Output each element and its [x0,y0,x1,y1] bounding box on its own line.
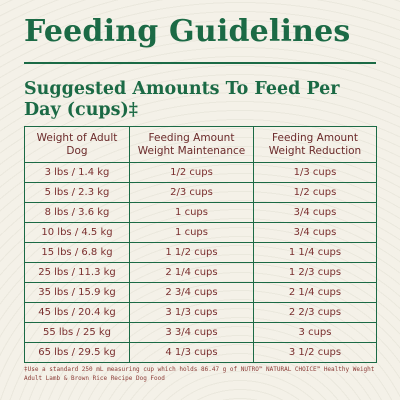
cell-weight: 45 lbs / 20.4 kg [24,302,130,323]
table-header-row: Weight of Adult Dog Feeding Amount Weigh… [24,126,377,163]
table-row: 15 lbs / 6.8 kg 1 1/2 cups 1 1/4 cups [24,242,377,263]
cell-maintenance: 1 1/2 cups [129,242,254,263]
cell-maintenance: 2 3/4 cups [129,282,254,303]
cell-weight: 65 lbs / 29.5 kg [24,342,130,363]
title-divider [24,62,376,64]
cell-maintenance: 3 3/4 cups [129,322,254,343]
cell-weight: 5 lbs / 2.3 kg [24,182,130,203]
cell-maintenance: 2 1/4 cups [129,262,254,283]
page-title: Feeding Guidelines [24,14,351,49]
cell-weight: 8 lbs / 3.6 kg [24,202,130,223]
table-row: 25 lbs / 11.3 kg 2 1/4 cups 1 2/3 cups [24,262,377,283]
cell-weight: 25 lbs / 11.3 kg [24,262,130,283]
cell-weight: 10 lbs / 4.5 kg [24,222,130,243]
cell-reduction: 1 1/4 cups [253,242,377,263]
cell-maintenance: 1 cups [129,202,254,223]
table-row: 5 lbs / 2.3 kg 2/3 cups 1/2 cups [24,182,377,203]
table-row: 55 lbs / 25 kg 3 3/4 cups 3 cups [24,322,377,343]
feeding-table: Weight of Adult Dog Feeding Amount Weigh… [24,126,377,363]
header-maintenance: Feeding Amount Weight Maintenance [129,126,254,163]
footnote: ‡Use a standard 250 mL measuring cup whi… [24,366,375,382]
cell-reduction: 3 cups [253,322,377,343]
table-row: 35 lbs / 15.9 kg 2 3/4 cups 2 1/4 cups [24,282,377,303]
header-weight: Weight of Adult Dog [24,126,130,163]
table-row: 45 lbs / 20.4 kg 3 1/3 cups 2 2/3 cups [24,302,377,323]
cell-reduction: 1/2 cups [253,182,377,203]
cell-maintenance: 1/2 cups [129,162,254,183]
cell-reduction: 3/4 cups [253,222,377,243]
table-row: 65 lbs / 29.5 kg 4 1/3 cups 3 1/2 cups [24,342,377,363]
cell-weight: 35 lbs / 15.9 kg [24,282,130,303]
cell-weight: 15 lbs / 6.8 kg [24,242,130,263]
cell-reduction: 2 1/4 cups [253,282,377,303]
table-row: 10 lbs / 4.5 kg 1 cups 3/4 cups [24,222,377,243]
header-reduction: Feeding Amount Weight Reduction [253,126,377,163]
table-row: 3 lbs / 1.4 kg 1/2 cups 1/3 cups [24,162,377,183]
table-row: 8 lbs / 3.6 kg 1 cups 3/4 cups [24,202,377,223]
cell-maintenance: 1 cups [129,222,254,243]
cell-reduction: 3/4 cups [253,202,377,223]
cell-weight: 3 lbs / 1.4 kg [24,162,130,183]
cell-reduction: 3 1/2 cups [253,342,377,363]
cell-reduction: 1/3 cups [253,162,377,183]
cell-weight: 55 lbs / 25 kg [24,322,130,343]
cell-maintenance: 3 1/3 cups [129,302,254,323]
cell-maintenance: 4 1/3 cups [129,342,254,363]
table-subtitle: Suggested Amounts To Feed Per Day (cups)… [24,79,340,120]
cell-reduction: 1 2/3 cups [253,262,377,283]
cell-maintenance: 2/3 cups [129,182,254,203]
cell-reduction: 2 2/3 cups [253,302,377,323]
